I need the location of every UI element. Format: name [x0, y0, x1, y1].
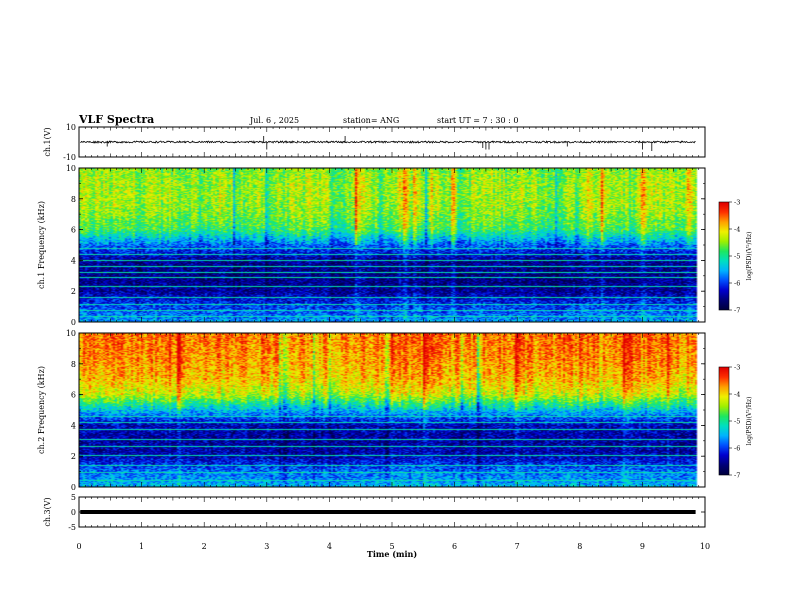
ch2-colorbar-label: log(PSD)(V²/Hz) [746, 397, 753, 446]
colorbar-tick-label-2: -6 [734, 445, 740, 453]
y-tick-label: 2 [71, 452, 76, 461]
ch1-waveform-trace [80, 136, 696, 151]
colorbar-gradient-2 [719, 367, 729, 475]
y-tick-label: 0 [71, 318, 76, 327]
x-tick-label: 9 [640, 542, 645, 551]
y-tick-label: 10 [66, 164, 76, 173]
colorbar-tick-label-1: -7 [734, 307, 740, 315]
ch1-colorbar-label: log(PSD)(V²/Hz) [746, 232, 753, 281]
figure-start-time: start UT = 7 : 30 : 0 [437, 116, 518, 125]
y-tick-label: 10 [66, 329, 76, 338]
x-tick-label: 10 [700, 542, 710, 551]
x-tick-label: 8 [577, 542, 582, 551]
y-tick-label: 10 [66, 123, 76, 132]
x-axis-label: Time (min) [367, 549, 417, 559]
colorbar-tick-label-2: -3 [734, 364, 740, 372]
y-tick-label: 2 [71, 287, 76, 296]
colorbar-tick-label-1: -3 [734, 199, 740, 207]
x-tick-label: 3 [264, 542, 269, 551]
colorbar-gradient-1 [719, 202, 729, 310]
figure-date: Jul. 6 , 2025 [249, 116, 299, 125]
y-tick-label: 5 [71, 493, 76, 502]
axis-ticks-group: -3-4-5-6-7-3-4-5-6-710-10024681002468105… [63, 123, 740, 551]
y-tick-label: 4 [71, 421, 76, 430]
y-tick-label: -5 [68, 523, 76, 532]
ch3-waveform-ylabel: ch.3(V) [43, 497, 52, 526]
y-tick-label: 4 [71, 256, 76, 265]
y-tick-label: -10 [63, 153, 76, 162]
x-tick-label: 0 [76, 542, 81, 551]
x-tick-label: 5 [389, 542, 394, 551]
ch1-waveform-ylabel: ch.1(V) [43, 127, 52, 156]
colorbar-tick-label-2: -4 [734, 391, 740, 399]
y-tick-label: 6 [71, 391, 76, 400]
figure-station: station= ANG [343, 116, 399, 125]
figure-title: VLF Spectra [78, 113, 154, 126]
y-tick-label: 8 [71, 360, 76, 369]
x-tick-label: 2 [202, 542, 207, 551]
colorbar-tick-label-1: -6 [734, 280, 740, 288]
y-tick-label: 6 [71, 226, 76, 235]
ch1-spectrogram-ylabel: ch.1 Frequency (kHz) [37, 201, 46, 289]
ch3-waveform-trace [80, 510, 696, 514]
y-tick-label: 8 [71, 195, 76, 204]
x-tick-label: 1 [139, 542, 144, 551]
ch2-spectrogram-ylabel: ch.2 Frequency (kHz) [37, 366, 46, 454]
y-tick-label: 0 [71, 483, 76, 492]
colorbar-tick-label-1: -4 [734, 226, 740, 234]
ch1-spectrogram-image [79, 168, 705, 322]
colorbar-tick-label-2: -5 [734, 418, 740, 426]
x-tick-label: 4 [327, 542, 332, 551]
ch2-spectrogram-image [79, 333, 705, 487]
x-tick-label: 7 [515, 542, 520, 551]
x-tick-label: 6 [452, 542, 457, 551]
colorbar-tick-label-1: -5 [734, 253, 740, 261]
y-tick-label: 0 [71, 508, 76, 517]
colorbar-tick-label-2: -7 [734, 472, 740, 480]
